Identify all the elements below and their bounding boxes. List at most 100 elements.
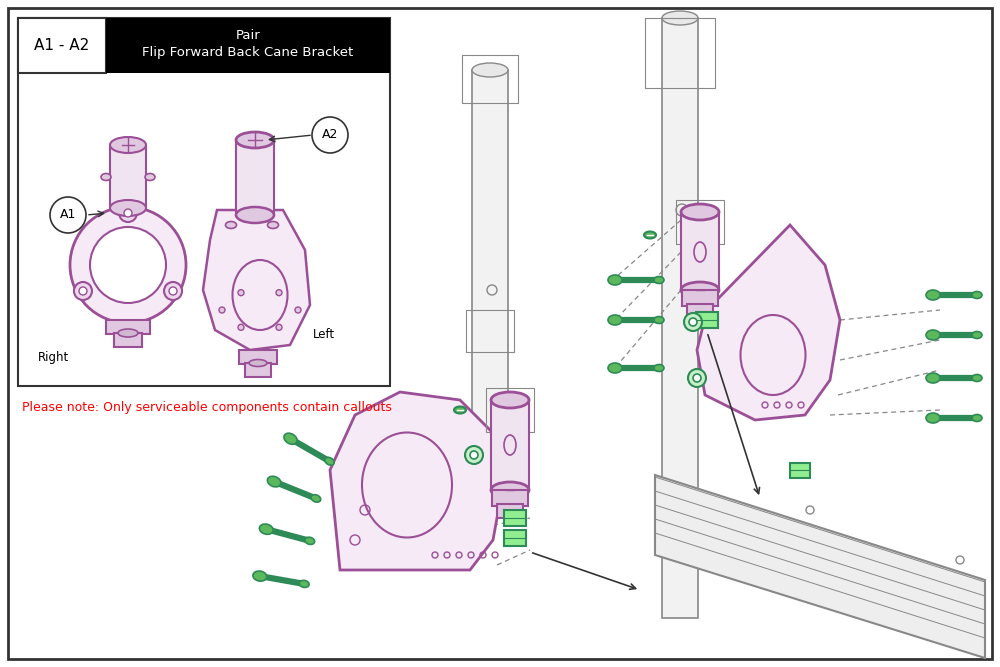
Bar bbox=[687, 304, 713, 318]
Circle shape bbox=[219, 307, 225, 313]
Ellipse shape bbox=[236, 207, 274, 223]
Ellipse shape bbox=[226, 221, 237, 229]
Bar bbox=[18, 18, 390, 386]
Ellipse shape bbox=[145, 173, 155, 181]
Circle shape bbox=[693, 374, 701, 382]
Ellipse shape bbox=[972, 414, 982, 422]
Ellipse shape bbox=[972, 291, 982, 299]
Circle shape bbox=[79, 287, 87, 295]
Bar bbox=[681, 212, 719, 290]
Bar bbox=[18, 18, 106, 73]
Circle shape bbox=[470, 451, 478, 459]
Circle shape bbox=[276, 289, 282, 295]
Bar bbox=[682, 290, 718, 306]
Circle shape bbox=[238, 324, 244, 330]
Ellipse shape bbox=[236, 132, 274, 148]
Ellipse shape bbox=[608, 275, 622, 285]
Ellipse shape bbox=[662, 11, 698, 25]
Text: Pair: Pair bbox=[236, 29, 260, 42]
Circle shape bbox=[70, 207, 186, 323]
Bar bbox=[486, 388, 534, 432]
Circle shape bbox=[238, 289, 244, 295]
Circle shape bbox=[119, 204, 137, 222]
Ellipse shape bbox=[110, 200, 146, 216]
Bar bbox=[676, 200, 724, 244]
Bar bbox=[491, 400, 529, 490]
Circle shape bbox=[295, 307, 301, 313]
Polygon shape bbox=[330, 392, 503, 570]
Ellipse shape bbox=[926, 373, 940, 383]
Circle shape bbox=[276, 324, 282, 330]
Ellipse shape bbox=[926, 413, 940, 423]
Circle shape bbox=[688, 369, 706, 387]
Ellipse shape bbox=[608, 363, 622, 373]
Text: Flip Forward Back Cane Bracket: Flip Forward Back Cane Bracket bbox=[142, 46, 354, 59]
Ellipse shape bbox=[253, 571, 267, 581]
Circle shape bbox=[169, 287, 177, 295]
Ellipse shape bbox=[284, 433, 297, 444]
Ellipse shape bbox=[110, 137, 146, 153]
Ellipse shape bbox=[249, 360, 267, 366]
Bar bbox=[790, 462, 810, 478]
Ellipse shape bbox=[305, 537, 315, 544]
Text: A2: A2 bbox=[322, 129, 338, 141]
Bar bbox=[504, 530, 526, 546]
Ellipse shape bbox=[268, 221, 278, 229]
Bar bbox=[696, 312, 718, 328]
Ellipse shape bbox=[311, 495, 321, 502]
Ellipse shape bbox=[972, 331, 982, 338]
Ellipse shape bbox=[644, 231, 656, 239]
Bar bbox=[472, 70, 508, 440]
Bar bbox=[106, 18, 390, 73]
Ellipse shape bbox=[654, 277, 664, 283]
Bar bbox=[492, 490, 528, 506]
Ellipse shape bbox=[654, 317, 664, 323]
Ellipse shape bbox=[101, 173, 111, 181]
Ellipse shape bbox=[926, 290, 940, 300]
Bar bbox=[662, 18, 698, 618]
Text: A1 - A2: A1 - A2 bbox=[34, 38, 90, 53]
Circle shape bbox=[90, 227, 166, 303]
Ellipse shape bbox=[972, 374, 982, 382]
Circle shape bbox=[74, 282, 92, 300]
Circle shape bbox=[465, 446, 483, 464]
Circle shape bbox=[689, 318, 697, 326]
Ellipse shape bbox=[491, 392, 529, 408]
Bar bbox=[236, 140, 274, 215]
Polygon shape bbox=[655, 475, 985, 658]
Bar bbox=[504, 510, 526, 526]
Bar bbox=[645, 18, 715, 88]
Bar bbox=[466, 310, 514, 352]
Circle shape bbox=[164, 282, 182, 300]
Text: Right: Right bbox=[38, 352, 69, 364]
Ellipse shape bbox=[454, 406, 466, 414]
Bar bbox=[114, 333, 142, 347]
Ellipse shape bbox=[926, 330, 940, 340]
Ellipse shape bbox=[472, 433, 508, 447]
Ellipse shape bbox=[267, 476, 281, 487]
Text: Left: Left bbox=[313, 329, 335, 342]
Bar bbox=[110, 145, 146, 208]
Polygon shape bbox=[697, 225, 840, 420]
Circle shape bbox=[124, 209, 132, 217]
Ellipse shape bbox=[654, 364, 664, 372]
Text: A1: A1 bbox=[60, 209, 76, 221]
Bar bbox=[245, 363, 271, 377]
Ellipse shape bbox=[325, 458, 334, 465]
Bar bbox=[239, 350, 277, 364]
Ellipse shape bbox=[299, 580, 309, 588]
Circle shape bbox=[312, 117, 348, 153]
Bar bbox=[462, 55, 518, 103]
Bar bbox=[106, 320, 150, 334]
Ellipse shape bbox=[259, 524, 273, 534]
Polygon shape bbox=[203, 210, 310, 350]
Circle shape bbox=[684, 313, 702, 331]
Ellipse shape bbox=[681, 282, 719, 298]
Ellipse shape bbox=[608, 315, 622, 325]
Ellipse shape bbox=[491, 482, 529, 498]
Text: Please note: Only serviceable components contain callouts: Please note: Only serviceable components… bbox=[22, 400, 392, 414]
Ellipse shape bbox=[472, 63, 508, 77]
Ellipse shape bbox=[681, 204, 719, 220]
Bar bbox=[497, 504, 523, 518]
Circle shape bbox=[50, 197, 86, 233]
